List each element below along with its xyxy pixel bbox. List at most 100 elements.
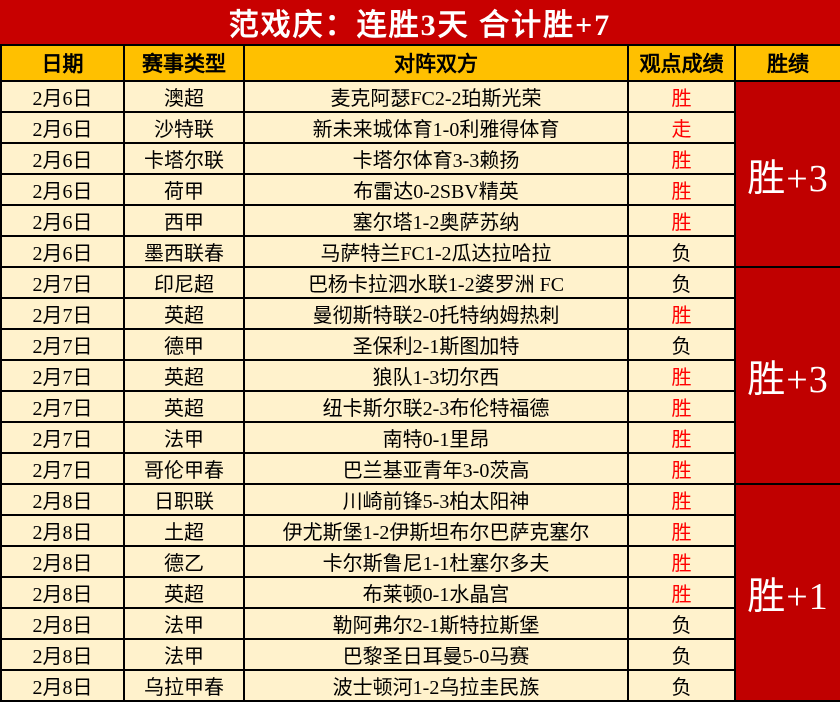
match-cell: 巴兰基亚青年3-0茨高 xyxy=(243,452,629,485)
date-cell: 2月7日 xyxy=(0,359,125,392)
league-cell: 西甲 xyxy=(123,204,245,237)
result-cell: 胜 xyxy=(627,142,736,175)
match-cell: 巴杨卡拉泗水联1-2婆罗洲 FC xyxy=(243,266,629,299)
date-cell: 2月7日 xyxy=(0,328,125,361)
league-cell: 沙特联 xyxy=(123,111,245,144)
league-cell: 卡塔尔联 xyxy=(123,142,245,175)
league-cell: 法甲 xyxy=(123,421,245,454)
page-title: 范戏庆：连胜3天 合计胜+7 xyxy=(0,0,840,44)
table-row: 2月8日 法甲 巴黎圣日耳曼5-0马赛负 xyxy=(0,638,840,671)
league-cell: 英超 xyxy=(123,359,245,392)
table-row: 2月6日 荷甲 布雷达0-2SBV精英胜 xyxy=(0,173,840,206)
streak-cell: 胜+3 xyxy=(734,80,840,268)
match-cell: 纽卡斯尔联2-3布伦特福德 xyxy=(243,390,629,423)
match-cell: 塞尔塔1-2奥萨苏纳 xyxy=(243,204,629,237)
result-cell: 胜 xyxy=(627,390,736,423)
table-row: 2月7日 德甲 圣保利2-1斯图加特负 xyxy=(0,328,840,361)
table-row: 2月8日 德乙 卡尔斯鲁尼1-1杜塞尔多夫胜 xyxy=(0,545,840,578)
table-row: 2月7日 英超 狼队1-3切尔西胜 xyxy=(0,359,840,392)
match-cell: 马萨特兰FC1-2瓜达拉哈拉 xyxy=(243,235,629,268)
match-cell: 波士顿河1-2乌拉圭民族 xyxy=(243,669,629,702)
match-cell: 卡尔斯鲁尼1-1杜塞尔多夫 xyxy=(243,545,629,578)
result-cell: 胜 xyxy=(627,514,736,547)
table-row: 2月6日 澳超 麦克阿瑟FC2-2珀斯光荣胜胜+3 xyxy=(0,80,840,268)
match-cell: 川崎前锋5-3柏太阳神 xyxy=(243,483,629,516)
league-cell: 英超 xyxy=(123,390,245,423)
match-cell: 狼队1-3切尔西 xyxy=(243,359,629,392)
streak-cell: 胜+3 xyxy=(734,266,840,485)
date-cell: 2月6日 xyxy=(0,204,125,237)
date-cell: 2月8日 xyxy=(0,669,125,702)
result-cell: 负 xyxy=(627,328,736,361)
column-header-match: 对阵双方 xyxy=(243,44,629,82)
league-cell: 澳超 xyxy=(123,80,245,113)
date-cell: 2月7日 xyxy=(0,266,125,299)
results-table: 日期 赛事类型 对阵双方 观点成绩 胜绩 2月6日 澳超 麦克阿瑟FC2-2珀斯光荣… xyxy=(0,44,840,702)
match-cell: 布莱顿0-1水晶宫 xyxy=(243,576,629,609)
league-cell: 乌拉甲春 xyxy=(123,669,245,702)
result-cell: 胜 xyxy=(627,545,736,578)
column-header-result: 观点成绩 xyxy=(627,44,736,82)
match-cell: 新未来城体育1-0利雅得体育 xyxy=(243,111,629,144)
result-cell: 负 xyxy=(627,235,736,268)
match-cell: 曼彻斯特联2-0托特纳姆热刺 xyxy=(243,297,629,330)
table-row: 2月7日 英超 纽卡斯尔联2-3布伦特福德胜 xyxy=(0,390,840,423)
table-row: 2月6日 卡塔尔联 卡塔尔体育3-3赖扬胜 xyxy=(0,142,840,175)
table-row: 2月8日 乌拉甲春 波士顿河1-2乌拉圭民族负 xyxy=(0,669,840,702)
table-row: 2月7日 英超 曼彻斯特联2-0托特纳姆热刺胜 xyxy=(0,297,840,330)
league-cell: 法甲 xyxy=(123,638,245,671)
result-cell: 胜 xyxy=(627,173,736,206)
league-cell: 印尼超 xyxy=(123,266,245,299)
match-cell: 圣保利2-1斯图加特 xyxy=(243,328,629,361)
league-cell: 法甲 xyxy=(123,607,245,640)
result-cell: 胜 xyxy=(627,483,736,516)
league-cell: 德乙 xyxy=(123,545,245,578)
result-cell: 胜 xyxy=(627,359,736,392)
date-cell: 2月8日 xyxy=(0,483,125,516)
league-cell: 荷甲 xyxy=(123,173,245,206)
date-cell: 2月6日 xyxy=(0,142,125,175)
result-cell: 胜 xyxy=(627,297,736,330)
date-cell: 2月8日 xyxy=(0,545,125,578)
result-cell: 胜 xyxy=(627,452,736,485)
header-row: 日期 赛事类型 对阵双方 观点成绩 胜绩 xyxy=(0,44,840,82)
date-cell: 2月7日 xyxy=(0,452,125,485)
table-row: 2月6日 墨西联春 马萨特兰FC1-2瓜达拉哈拉负 xyxy=(0,235,840,268)
column-header-league: 赛事类型 xyxy=(123,44,245,82)
column-header-date: 日期 xyxy=(0,44,125,82)
results-table-body: 2月6日 澳超 麦克阿瑟FC2-2珀斯光荣胜胜+3 2月6日 沙特联 新未来城体育1-0利… xyxy=(0,80,840,702)
match-cell: 布雷达0-2SBV精英 xyxy=(243,173,629,206)
league-cell: 德甲 xyxy=(123,328,245,361)
date-cell: 2月8日 xyxy=(0,638,125,671)
result-cell: 走 xyxy=(627,111,736,144)
league-cell: 英超 xyxy=(123,576,245,609)
league-cell: 土超 xyxy=(123,514,245,547)
table-row: 2月7日 法甲 南特0-1里昂胜 xyxy=(0,421,840,454)
table-row: 2月8日 土超 伊尤斯堡1-2伊斯坦布尔巴萨克塞尔胜 xyxy=(0,514,840,547)
league-cell: 日职联 xyxy=(123,483,245,516)
league-cell: 英超 xyxy=(123,297,245,330)
date-cell: 2月6日 xyxy=(0,235,125,268)
date-cell: 2月6日 xyxy=(0,80,125,113)
match-cell: 勒阿弗尔2-1斯特拉斯堡 xyxy=(243,607,629,640)
league-cell: 墨西联春 xyxy=(123,235,245,268)
table-row: 2月7日 哥伦甲春 巴兰基亚青年3-0茨高胜 xyxy=(0,452,840,485)
table-row: 2月8日 英超 布莱顿0-1水晶宫胜 xyxy=(0,576,840,609)
result-cell: 负 xyxy=(627,669,736,702)
match-cell: 南特0-1里昂 xyxy=(243,421,629,454)
match-cell: 伊尤斯堡1-2伊斯坦布尔巴萨克塞尔 xyxy=(243,514,629,547)
result-cell: 胜 xyxy=(627,204,736,237)
date-cell: 2月6日 xyxy=(0,111,125,144)
date-cell: 2月7日 xyxy=(0,421,125,454)
date-cell: 2月8日 xyxy=(0,607,125,640)
result-cell: 负 xyxy=(627,266,736,299)
table-row: 2月6日 沙特联 新未来城体育1-0利雅得体育走 xyxy=(0,111,840,144)
date-cell: 2月7日 xyxy=(0,390,125,423)
league-cell: 哥伦甲春 xyxy=(123,452,245,485)
table-row: 2月8日 法甲 勒阿弗尔2-1斯特拉斯堡负 xyxy=(0,607,840,640)
result-cell: 负 xyxy=(627,607,736,640)
date-cell: 2月8日 xyxy=(0,514,125,547)
table-row: 2月6日 西甲 塞尔塔1-2奥萨苏纳胜 xyxy=(0,204,840,237)
date-cell: 2月8日 xyxy=(0,576,125,609)
